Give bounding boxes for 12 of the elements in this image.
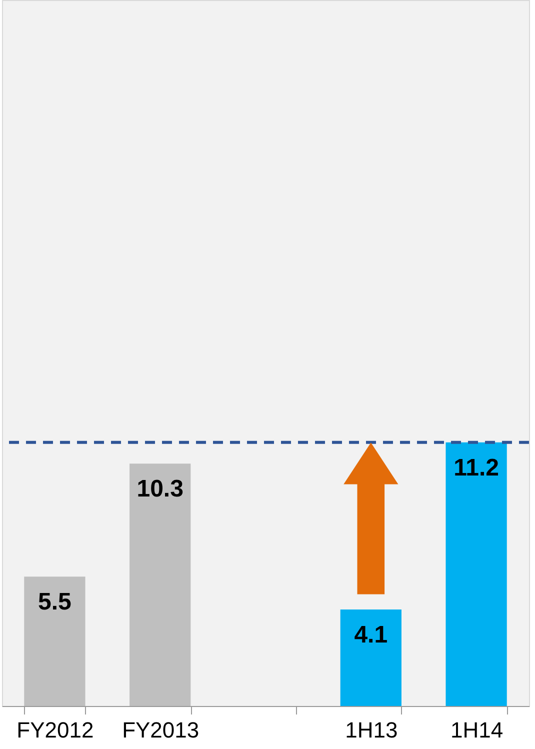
bar	[340, 610, 402, 706]
x-tick-label: 1H14	[450, 718, 504, 742]
bar	[24, 576, 86, 706]
bar	[130, 464, 191, 706]
x-tick-label: FY2012	[16, 718, 94, 742]
data-label: 10.3	[136, 476, 184, 503]
x-tick-label: FY2013	[122, 718, 200, 742]
x-tick-label: 1H13	[345, 718, 398, 742]
bar	[446, 442, 507, 706]
data-label: 4.1	[354, 622, 388, 649]
data-label: 11.2	[454, 454, 499, 482]
data-label: 5.5	[38, 588, 72, 616]
